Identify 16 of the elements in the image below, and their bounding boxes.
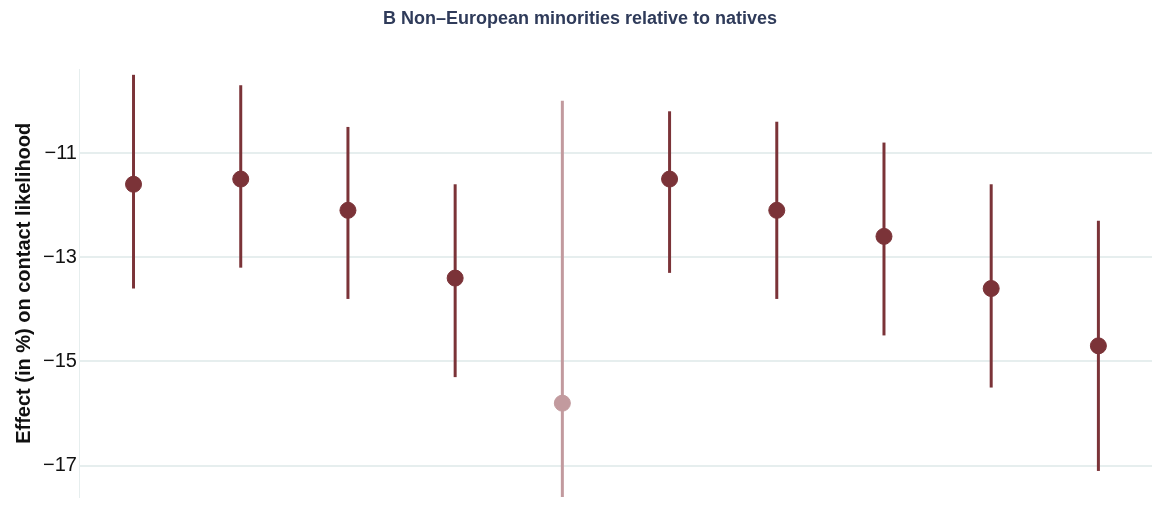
point xyxy=(125,175,143,193)
point xyxy=(553,394,571,412)
point xyxy=(661,170,679,188)
y-tick-label: −11 xyxy=(44,140,77,163)
chart-title: B Non–European minorities relative to natives xyxy=(382,7,778,28)
point xyxy=(232,170,250,188)
point xyxy=(768,201,786,219)
point xyxy=(446,269,464,287)
y-tick-label: −15 xyxy=(42,349,77,371)
y-axis-title: Effect (in %) on contact likelihood xyxy=(11,122,34,444)
point xyxy=(875,227,893,245)
point xyxy=(1089,337,1107,355)
y-tick-label: −17 xyxy=(42,453,77,476)
point xyxy=(339,201,357,219)
point xyxy=(982,280,1000,298)
y-tick-label: −13 xyxy=(42,244,77,267)
